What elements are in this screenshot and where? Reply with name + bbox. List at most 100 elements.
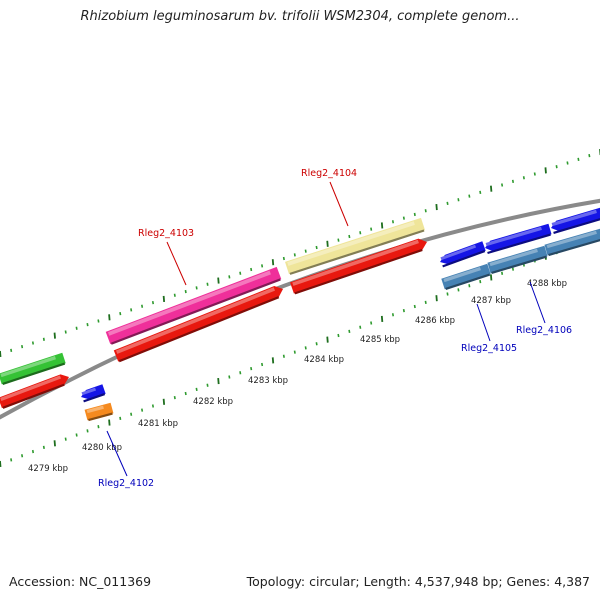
gene-steelblue-right [544,228,600,257]
minor-tick [391,220,395,224]
gene-pink-rleg2-4103 [105,266,282,345]
gene-blue-rleg2-4102 [81,384,106,403]
minor-tick [413,212,416,217]
major-tick [326,336,329,343]
scale-label: 4284 kbp [304,355,344,365]
gene-red-rleg2-4103-shadow [118,296,280,363]
gene-red-rleg2-4103-highlight [115,287,276,354]
gene-blue-rleg2-4105-shadow [442,250,486,268]
gene-blue-rleg2-4106a [485,223,552,255]
minor-tick [21,454,24,458]
minor-tick [239,271,242,275]
gene-red-rleg2-4104-highlight [292,239,419,286]
genome-summary-text: Topology: circular; Length: 4,537,948 bp… [246,574,590,589]
gene-blue-rleg2-4106a-highlight [485,226,542,247]
gene-khaki-rleg2-4104 [284,217,426,275]
minor-tick [151,404,155,408]
gene-green-highlight [0,356,56,378]
gene-blue-rleg2-4106b-shadow [553,218,600,235]
gene-steelblue-mid-highlight [489,248,538,267]
major-tick [108,314,111,321]
major-tick [217,378,220,385]
gene-red-rleg2-4104 [290,238,427,295]
gene-label-leader [529,281,546,324]
gene-orange-rleg2-4102-shadow [88,412,113,422]
minor-tick [457,288,460,292]
gene-steelblue-mid-shadow [491,255,547,275]
minor-tick [86,429,89,433]
scale-label: 4280 kbp [82,443,122,453]
minor-tick [315,245,318,250]
minor-tick [173,396,176,400]
scale-label: 4279 kbp [28,464,68,474]
minor-tick [566,161,569,165]
minor-tick [130,308,133,312]
minor-tick [31,341,35,345]
minor-tick [348,329,351,333]
minor-tick [348,234,351,239]
minor-tick [533,172,536,176]
scale-label: 4285 kbp [360,335,400,345]
major-tick [162,295,166,302]
minor-tick [315,342,318,346]
minor-tick [511,179,515,184]
minor-tick [424,209,427,213]
minor-tick [304,249,307,253]
minor-tick [141,408,144,412]
gene-blue-rleg2-4106b-highlight [551,209,597,227]
gene-green-shadow [2,362,66,385]
gene-steelblue-right-highlight [546,230,597,249]
minor-tick [402,308,405,313]
major-tick [271,357,275,364]
minor-tick [130,412,133,416]
gene-label-leader [329,181,349,227]
backbone-line [0,198,600,420]
minor-tick [555,165,558,169]
minor-tick [468,194,471,198]
minor-tick [511,267,515,271]
major-tick [271,259,275,266]
minor-tick [86,322,89,327]
minor-tick [10,458,13,462]
gene-blue-rleg2-4102-shadow [83,393,106,403]
outer-tick-row [0,149,600,358]
gene-steelblue-mid [487,245,548,275]
minor-tick [228,375,231,379]
gene-orange-rleg2-4102-highlight [86,405,104,414]
minor-tick [337,238,340,242]
gene-label-rleg2-4103: Rleg2_4103 [138,228,194,239]
major-tick [490,274,493,281]
major-tick [380,222,384,229]
gene-red-rleg2-4104-body [290,238,427,294]
minor-tick [370,227,373,231]
minor-tick [206,282,209,286]
major-tick [53,332,56,339]
gene-blue-rleg2-4106b [551,207,600,235]
minor-tick [337,333,340,338]
minor-tick [64,330,67,334]
gene-red-rleg2-4103 [113,286,284,363]
gene-label-rleg2-4105: Rleg2_4105 [461,343,517,354]
minor-tick [370,321,373,325]
minor-tick [75,326,78,330]
minor-tick [119,311,122,316]
minor-tick [173,293,176,297]
major-tick [162,398,166,405]
gene-label-leader [476,303,491,342]
major-tick [217,277,220,284]
gene-red-rleg2-4104-shadow [294,248,423,295]
minor-tick [402,216,405,220]
gene-steelblue-right-shadow [548,239,600,257]
minor-tick [151,300,155,305]
minor-tick [424,300,427,304]
minor-tick [304,346,307,350]
minor-tick [359,231,362,235]
minor-tick [501,271,504,275]
gene-khaki-rleg2-4104-shadow [289,229,425,275]
minor-tick [479,279,482,284]
minor-tick [31,449,35,454]
minor-tick [75,433,78,437]
gene-label-leader [106,430,128,477]
minor-tick [261,264,264,268]
